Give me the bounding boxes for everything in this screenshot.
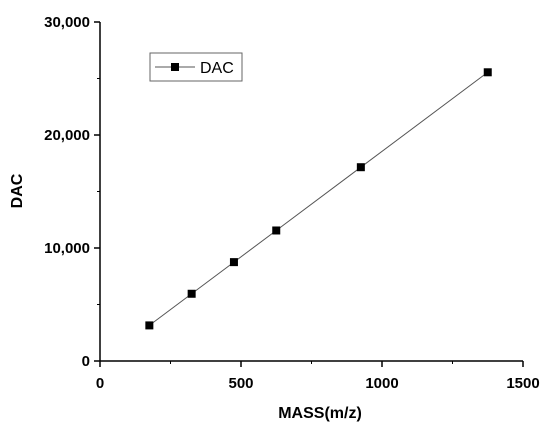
legend-label: DAC: [200, 60, 234, 77]
legend: DAC: [149, 52, 243, 82]
data-point: [187, 289, 196, 298]
legend-marker: [171, 63, 179, 71]
series-layer: [145, 68, 492, 330]
x-tick-label: 1000: [365, 375, 398, 392]
x-axis-ticks: 0 500 1000 1500: [96, 361, 540, 392]
y-axis-title: DAC: [9, 173, 26, 208]
data-point: [483, 68, 492, 77]
x-axis-title: MASS(m/z): [278, 405, 362, 422]
data-point: [229, 258, 238, 267]
x-tick-label: 500: [228, 375, 253, 392]
data-point: [272, 226, 281, 235]
y-tick-label: 20,000: [44, 127, 90, 144]
y-tick-label: 10,000: [44, 240, 90, 257]
x-tick-label: 1500: [506, 375, 539, 392]
y-axis-ticks: 0 10,000 20,000 30,000: [44, 14, 100, 370]
x-tick-label: 0: [96, 375, 104, 392]
y-tick-label: 0: [82, 353, 90, 370]
data-point: [145, 321, 154, 330]
y-tick-label: 30,000: [44, 14, 90, 31]
series-line: [149, 71, 489, 326]
data-point: [356, 163, 365, 172]
